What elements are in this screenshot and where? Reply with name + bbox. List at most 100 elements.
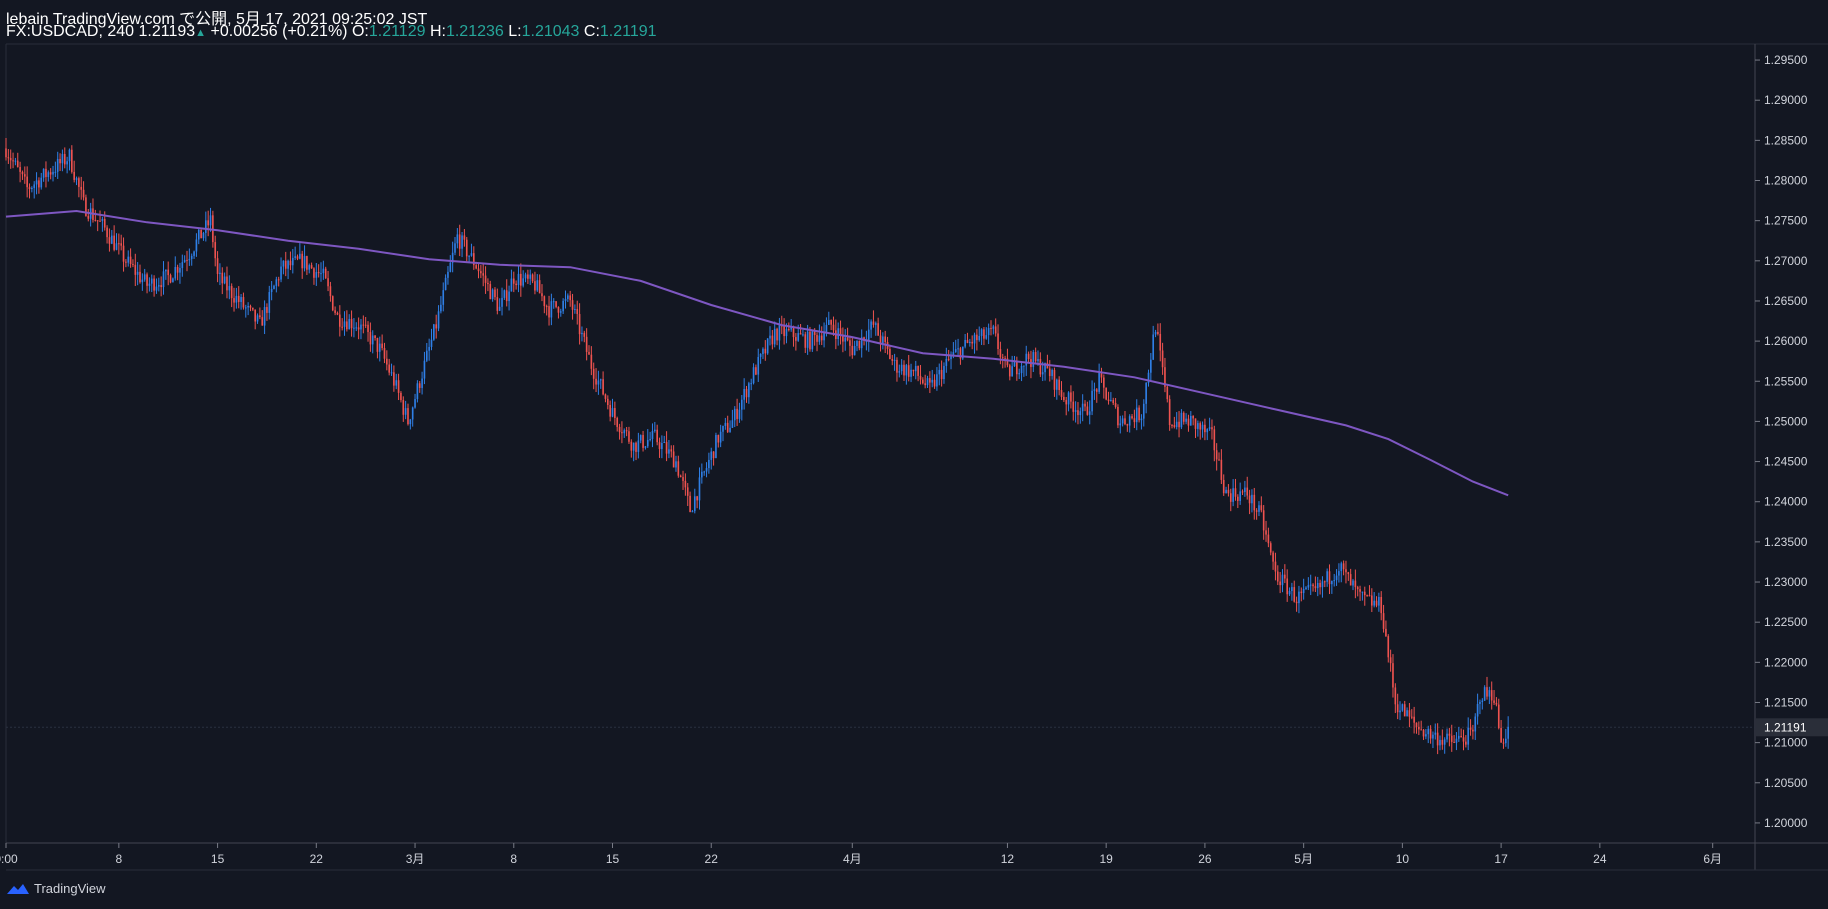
candle-down [755, 367, 757, 375]
candle-up [762, 348, 764, 354]
candle-up [1338, 571, 1340, 576]
candle-up [348, 318, 351, 330]
candle-down [670, 449, 673, 452]
candle-up [722, 425, 724, 432]
candle-up [759, 353, 762, 357]
candle-down [1229, 493, 1232, 502]
candle-up [738, 409, 741, 419]
candle-up [1088, 411, 1091, 415]
candle-down [1328, 571, 1331, 585]
candle-down [672, 451, 675, 468]
candle-up [1206, 428, 1209, 433]
x-tick-label: 19 [1099, 852, 1113, 866]
candle-up [914, 366, 917, 372]
candle-up [423, 360, 426, 379]
candle-down [1004, 358, 1006, 360]
candle-down [1448, 733, 1451, 736]
candle-up [244, 307, 247, 309]
candle-down [933, 379, 936, 387]
candle-down [1103, 377, 1105, 388]
candle-up [867, 329, 870, 341]
y-tick-label: 1.22000 [1764, 655, 1808, 669]
candle-down [1502, 742, 1505, 744]
close-label: C: [583, 23, 600, 40]
candle-down [1319, 582, 1321, 588]
y-tick-label: 1.23500 [1764, 535, 1808, 549]
candle-up [411, 407, 414, 420]
footer-brand[interactable]: TradingView [6, 881, 106, 896]
candle-up [1239, 491, 1241, 501]
candle-down [1284, 574, 1286, 579]
candle-down [216, 258, 219, 274]
candle-down [369, 332, 372, 345]
candle-up [404, 408, 407, 415]
candle-down [381, 343, 383, 349]
candle-up [865, 340, 868, 342]
candle-down [1086, 406, 1089, 415]
candle-up [581, 332, 583, 335]
candle-up [101, 218, 104, 221]
candle-up [371, 335, 374, 345]
candle-up [969, 341, 971, 344]
candle-up [273, 285, 275, 289]
candle-up [1399, 710, 1401, 713]
candle-up [294, 256, 296, 258]
x-tick-label: 22 [705, 852, 719, 866]
candle-down [480, 271, 482, 274]
candle-up [1232, 488, 1234, 502]
x-tick-label: 6月 [1703, 852, 1722, 866]
high-value: 1.21236 [445, 23, 504, 40]
candle-down [696, 496, 698, 501]
candle-up [1037, 359, 1039, 362]
candle-down [618, 426, 621, 433]
candle-up [1121, 418, 1124, 424]
candle-up [442, 290, 445, 305]
candle-down [1253, 494, 1256, 511]
candle-up [703, 471, 706, 473]
candle-up [14, 160, 17, 162]
x-tick-label: 10 [1396, 852, 1410, 866]
candle-up [155, 286, 158, 291]
candle-up [1128, 416, 1131, 426]
candle-up [806, 331, 809, 348]
candle-up [395, 380, 398, 386]
candle-down [799, 333, 802, 335]
candle-down [1131, 416, 1133, 419]
candle-up [360, 324, 362, 330]
candle-down [590, 354, 593, 369]
candle-up [1079, 411, 1082, 416]
candle-down [990, 327, 992, 329]
candle-down [983, 329, 985, 339]
x-tick-label: 5月 [1294, 852, 1313, 866]
candle-up [143, 274, 146, 280]
candle-up [287, 260, 289, 269]
y-tick-label: 1.25500 [1764, 374, 1808, 388]
candle-down [120, 243, 123, 246]
candle-down [1460, 735, 1462, 738]
candle-down [1166, 386, 1169, 400]
candle-down [296, 256, 299, 259]
candle-up [1361, 591, 1364, 593]
candle-down [252, 307, 254, 310]
candle-down [5, 148, 7, 158]
candle-up [416, 383, 419, 400]
candle-up [1481, 700, 1484, 702]
candle-up [468, 255, 470, 257]
candle-down [1260, 505, 1263, 511]
candle-down [999, 349, 1002, 358]
candle-up [668, 449, 670, 454]
candle-up [1467, 727, 1470, 745]
candle-up [1074, 410, 1077, 412]
candle-down [1173, 425, 1176, 427]
candle-up [1018, 373, 1021, 375]
candle-down [167, 269, 170, 276]
candle-down [830, 319, 832, 325]
candle-up [708, 459, 710, 469]
candle-up [183, 259, 186, 263]
candle-down [625, 430, 628, 432]
candle-up [110, 235, 113, 244]
candle-up [961, 346, 964, 359]
brand-name: TradingView [34, 881, 106, 896]
candle-up [964, 339, 966, 347]
